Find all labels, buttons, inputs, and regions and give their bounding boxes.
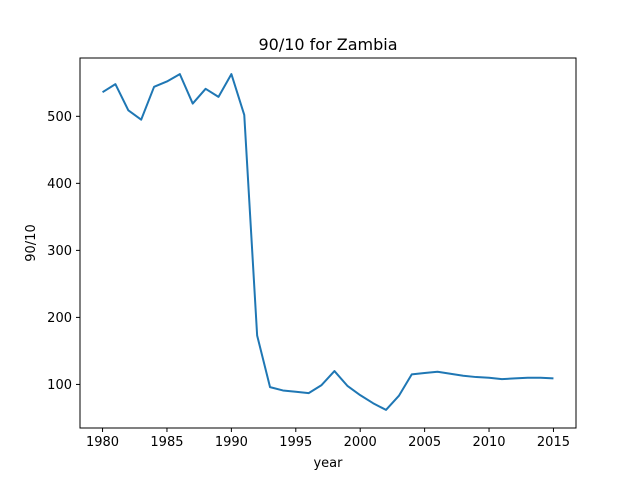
plot-frame: [79, 57, 577, 429]
x-tick-label: 1985: [150, 435, 183, 450]
y-tick-label: 200: [47, 311, 72, 326]
x-tick-label: 2005: [408, 435, 441, 450]
x-tick-label: 1995: [279, 435, 312, 450]
y-tick-label: 300: [47, 244, 72, 259]
y-axis-ticks: 100 200 300 400 500: [47, 110, 80, 393]
x-tick-label: 2010: [472, 435, 505, 450]
plot-group: [102, 73, 554, 411]
chart-title: 90/10 for Zambia: [258, 35, 397, 54]
y-tick-label: 500: [47, 110, 72, 125]
y-axis-label: 90/10: [24, 224, 39, 261]
x-tick-label: 1980: [86, 435, 119, 450]
x-tick-label: 2015: [537, 435, 570, 450]
x-tick-label: 2000: [344, 435, 377, 450]
x-axis-ticks: 1980 1985 1990 1995 2000 2005 2010 2015: [86, 428, 570, 450]
y-tick-label: 100: [47, 378, 72, 393]
x-tick-label: 1990: [215, 435, 248, 450]
y-tick-label: 400: [47, 177, 72, 192]
x-axis-label: year: [313, 456, 343, 471]
series-line: [102, 73, 554, 411]
